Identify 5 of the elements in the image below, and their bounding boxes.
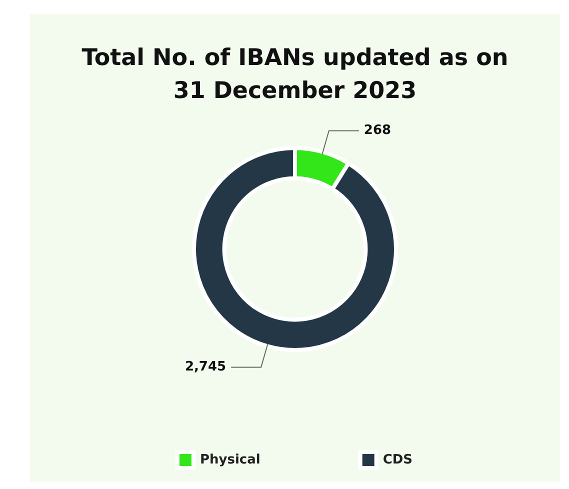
legend-label: CDS [382, 452, 413, 468]
data-label: 268 [364, 123, 392, 138]
data-label: 2,745 [184, 360, 226, 375]
chart-title: Total No. of IBANs updated as on 31 December 2023 [80, 44, 510, 106]
legend-label: Physical [200, 452, 260, 468]
